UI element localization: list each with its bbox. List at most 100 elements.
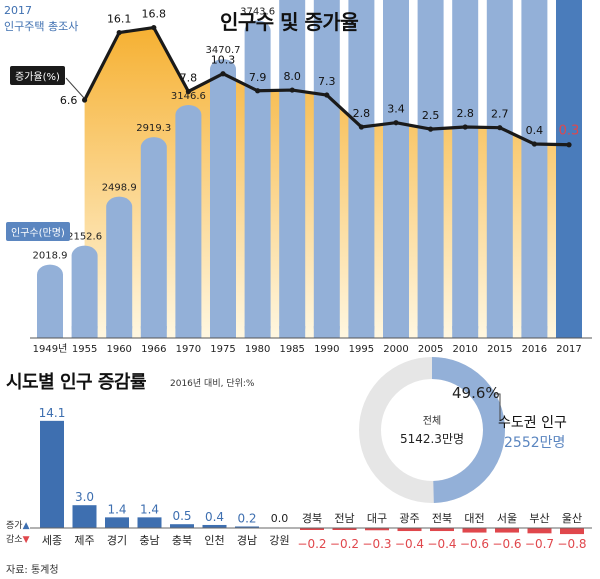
rate-point <box>151 24 157 31</box>
rate-point <box>255 88 261 94</box>
region-name-label: 충북 <box>172 534 192 547</box>
population-value-label: 2152.6 <box>67 232 102 243</box>
region-bar <box>462 528 487 533</box>
region-bar <box>170 524 194 528</box>
population-value-label: 3146.6 <box>171 91 206 102</box>
population-bar <box>106 196 133 338</box>
down-triangle-icon: ▼ <box>22 535 30 545</box>
rate-value-label: 7.8 <box>180 71 198 84</box>
x-tick-label: 2017 <box>556 344 581 355</box>
region-value-label: −0.6 <box>492 537 521 551</box>
population-bar-base <box>521 326 548 338</box>
rate-point <box>566 142 572 148</box>
rate-value-label: 7.3 <box>318 75 336 88</box>
region-name-label: 경북 <box>302 512 322 525</box>
unit-note: 2016년 대비, 단위:% <box>170 379 255 389</box>
population-legend-pill: 인구수(만명) <box>6 222 70 241</box>
population-value-label: 2018.9 <box>33 251 68 262</box>
rate-value-label: 0.4 <box>526 124 544 137</box>
rate-point <box>462 124 468 130</box>
region-value-label: 0.5 <box>172 509 191 523</box>
population-value-label: 2498.9 <box>102 183 137 194</box>
region-name-label: 인천 <box>204 533 224 547</box>
population-bar <box>556 0 582 338</box>
region-value-label: 0.2 <box>237 511 256 525</box>
population-bar <box>210 59 236 339</box>
population-bar-base <box>175 326 202 338</box>
x-tick-label: 1966 <box>141 344 166 355</box>
population-bar-base <box>210 326 236 338</box>
population-bar-base <box>348 326 375 338</box>
region-name-label: 대구 <box>367 512 387 525</box>
region-name-label: 울산 <box>562 512 582 525</box>
region-name-label: 서울 <box>497 512 517 525</box>
donut-capital-percent: 49.6% <box>452 384 500 402</box>
population-bar <box>486 0 513 338</box>
region-value-label: −0.2 <box>330 537 359 551</box>
region-value-label: 14.1 <box>39 406 66 420</box>
region-name-label: 전남 <box>334 512 354 525</box>
region-value-label: 1.4 <box>107 502 126 516</box>
population-bar <box>521 0 548 338</box>
rate-value-label: 3.4 <box>387 103 405 116</box>
x-tick-label: 1955 <box>72 344 97 355</box>
region-name-label: 강원 <box>269 534 289 547</box>
donut-capital-arc <box>431 357 505 503</box>
x-tick-label: 2015 <box>487 344 512 355</box>
x-tick-label: 2010 <box>452 344 477 355</box>
source-name: 인구주택 총조사 <box>4 20 79 33</box>
x-tick-label: 1970 <box>176 344 201 355</box>
x-tick-label: 1990 <box>314 344 339 355</box>
legend-increase: 증가▲ <box>6 518 29 531</box>
population-bar <box>175 105 202 338</box>
rate-legend-pill: 증가율(%) <box>10 66 65 85</box>
x-tick-label: 1995 <box>349 344 374 355</box>
region-name-label: 경남 <box>237 534 257 547</box>
population-value-label: 3470.7 <box>206 45 241 56</box>
region-value-label: 3.0 <box>75 490 94 504</box>
region-name-label: 광주 <box>399 512 419 525</box>
region-value-label: −0.4 <box>395 537 424 551</box>
population-bar-base <box>417 326 444 338</box>
rate-value-label: 7.9 <box>249 71 267 84</box>
population-bar <box>383 0 409 338</box>
source-note: 자료: 통계청 <box>6 565 59 576</box>
legend-decrease: 감소▼ <box>6 532 29 545</box>
population-bar <box>417 0 444 338</box>
region-value-label: 0.4 <box>205 510 224 524</box>
population-bar-base <box>556 326 582 338</box>
population-bar <box>71 245 98 338</box>
region-bar <box>137 517 162 528</box>
region-bar <box>527 528 552 534</box>
region-value-label: −0.7 <box>525 537 554 551</box>
x-tick-label: 2005 <box>418 344 443 355</box>
population-bar <box>348 0 375 338</box>
rate-point <box>82 97 88 103</box>
donut-total-label: 전체 <box>422 416 442 427</box>
source-year: 2017 <box>4 4 32 17</box>
region-value-label: 0.0 <box>271 512 289 525</box>
legend-decrease-label: 감소 <box>6 535 23 545</box>
x-tick-label: 2016 <box>522 344 547 355</box>
region-name-label: 경기 <box>107 534 127 547</box>
population-bar-base <box>37 326 63 338</box>
rate-point <box>428 126 434 132</box>
population-bar-base <box>106 326 133 338</box>
region-value-label: −0.8 <box>557 537 586 551</box>
region-bar <box>430 528 454 532</box>
population-bar <box>140 137 167 338</box>
population-bar-base <box>140 326 167 338</box>
region-bar <box>40 420 64 528</box>
rate-value-label: 16.8 <box>142 8 167 21</box>
population-value-label: 3743.6 <box>240 7 275 18</box>
population-bar-base <box>383 326 409 338</box>
region-name-label: 충남 <box>139 534 159 547</box>
population-bar-base <box>486 326 513 338</box>
population-bar <box>37 264 63 338</box>
rate-value-label: 2.5 <box>422 109 440 122</box>
region-bar <box>105 517 129 528</box>
region-name-label: 부산 <box>529 512 549 525</box>
donut-total-value: 5142.3만명 <box>399 432 465 446</box>
